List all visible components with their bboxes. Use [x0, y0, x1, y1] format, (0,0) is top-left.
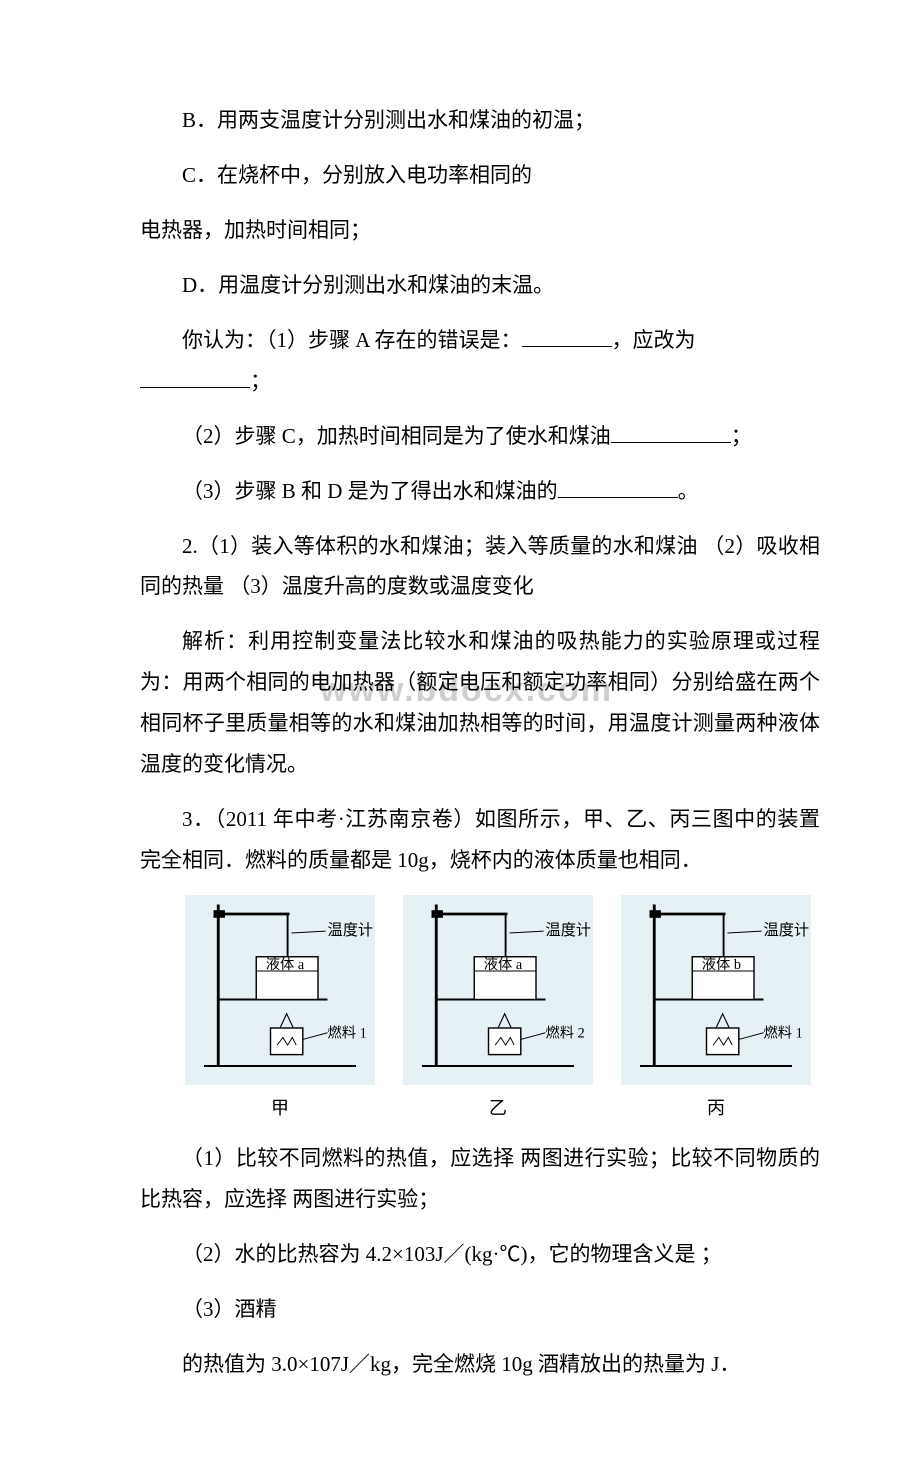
- svg-text:液体 b: 液体 b: [702, 956, 741, 973]
- option-c-line2: 电热器，加热时间相同；: [140, 210, 820, 251]
- sub-q1: （1）比较不同燃料的热值，应选择 两图进行实验；比较不同物质的比热容，应选择 两…: [140, 1138, 820, 1220]
- liquid-label: 液体 a: [266, 956, 305, 973]
- svg-text:温度计: 温度计: [546, 922, 592, 939]
- svg-text:温度计: 温度计: [764, 922, 810, 939]
- blank-1b: [140, 364, 250, 388]
- q3-text-b: 。: [678, 479, 699, 503]
- blank-1a: [522, 323, 612, 347]
- problem-3: 3．（2011 年中考·江苏南京卷）如图所示，甲、乙、丙三图中的装置完全相同．燃…: [140, 799, 820, 881]
- sub-q4: 的热值为 3.0×107J／kg，完全燃烧 10g 酒精放出的热量为 J．: [140, 1344, 820, 1385]
- q2-text-a: （2）步骤 C，加热时间相同是为了使水和煤油: [182, 424, 611, 448]
- sub-q2: （2）水的比热容为 4.2×103J／(kg·℃)，它的物理含义是 ；: [140, 1234, 820, 1275]
- blank-2: [611, 419, 731, 443]
- q2-text-b: ；: [731, 424, 752, 448]
- answer-2: 2.（1）装入等体积的水和煤油；装入等质量的水和煤油 （2）吸收相同的热量 （3…: [140, 526, 820, 608]
- diagram-jia-svg: 温度计 液体 a 燃料 1: [180, 895, 380, 1085]
- svg-text:液体 a: 液体 a: [484, 956, 523, 973]
- diagram-jia: 温度计 液体 a 燃料 1 甲: [180, 895, 380, 1120]
- diagram-row: 温度计 液体 a 燃料 1 甲: [180, 895, 820, 1120]
- question-3: （3）步骤 B 和 D 是为了得出水和煤油的 。: [140, 471, 820, 512]
- q1-text-b: ，应改为: [612, 328, 696, 352]
- explanation-block: www.bdocx.com 解析：利用控制变量法比较水和煤油的吸热能力的实验原理…: [140, 621, 820, 785]
- explanation: 解析：利用控制变量法比较水和煤油的吸热能力的实验原理或过程为：用两个相同的电加热…: [140, 621, 820, 785]
- q3-text-a: （3）步骤 B 和 D 是为了得出水和煤油的: [182, 479, 558, 503]
- caption-bing: 丙: [616, 1094, 816, 1120]
- question-1: 你认为：（1）步骤 A 存在的错误是： ，应改为 ；: [140, 320, 820, 402]
- diagram-bing-svg: 温度计 液体 b 燃料 1: [616, 895, 816, 1085]
- diagram-yi-svg: 温度计 液体 a 燃料 2: [398, 895, 598, 1085]
- caption-jia: 甲: [180, 1094, 380, 1120]
- q1-text-a: 你认为：（1）步骤 A 存在的错误是：: [182, 328, 522, 352]
- diagram-bing: 温度计 液体 b 燃料 1 丙: [616, 895, 816, 1120]
- option-b: B．用两支温度计分别测出水和煤油的初温；: [140, 100, 820, 141]
- q1-text-c: ；: [250, 369, 271, 393]
- diagram-yi: 温度计 液体 a 燃料 2 乙: [398, 895, 598, 1120]
- question-2: （2）步骤 C，加热时间相同是为了使水和煤油 ；: [140, 416, 820, 457]
- fuel-label: 燃料 1: [328, 1024, 367, 1042]
- option-c-line1: C．在烧杯中，分别放入电功率相同的: [140, 155, 820, 196]
- svg-text:燃料 1: 燃料 1: [764, 1024, 803, 1042]
- document-page: B．用两支温度计分别测出水和煤油的初温； C．在烧杯中，分别放入电功率相同的 电…: [0, 0, 920, 1459]
- caption-yi: 乙: [398, 1094, 598, 1120]
- blank-3: [558, 473, 678, 497]
- svg-text:燃料 2: 燃料 2: [546, 1024, 585, 1042]
- option-d: D．用温度计分别测出水和煤油的末温。: [140, 265, 820, 306]
- sub-q3: （3）酒精: [140, 1289, 820, 1330]
- thermo-label: 温度计: [328, 922, 374, 939]
